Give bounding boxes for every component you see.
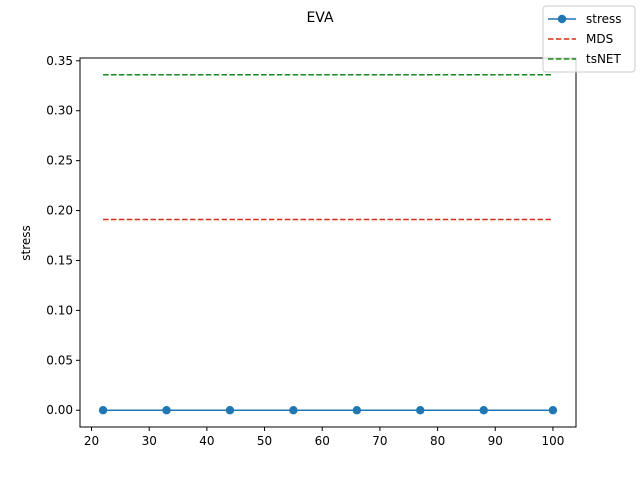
series-point-stress [162, 406, 171, 415]
series-point-stress [225, 406, 235, 415]
y-tick-label: 0.20 [46, 204, 73, 218]
y-tick-label: 0.05 [46, 353, 73, 367]
x-tick-label: 30 [142, 434, 157, 448]
x-tick-label: 80 [430, 434, 445, 448]
legend-label-tsNET: tsNET [586, 52, 622, 66]
legend-label-stress: stress [586, 12, 622, 26]
x-tick-label: 70 [372, 434, 387, 448]
y-tick-label: 0.25 [46, 154, 73, 168]
series-point-stress [289, 406, 298, 415]
series-point-stress [352, 406, 362, 415]
plot-area: 20 30 40 50 60 70 80 90 100 0.00 0.05 0.10 0.15 0.20 0… [46, 54, 577, 448]
series-point-stress [479, 406, 488, 415]
x-tick-label: 50 [257, 434, 272, 448]
series-point-stress [416, 406, 425, 415]
x-tick-label: 20 [84, 434, 99, 448]
chart-title: EVA [306, 10, 334, 26]
legend: stress MDS tsNET [542, 5, 636, 73]
x-tick-label: 40 [199, 434, 214, 448]
legend-marker-stress [557, 14, 567, 24]
y-tick-label: 0.35 [46, 54, 73, 68]
y-axis-label: stress [19, 225, 33, 261]
legend-box [542, 5, 636, 73]
x-tick-label: 60 [315, 434, 330, 448]
y-tick-label: 0.00 [46, 403, 73, 417]
series-point-stress [548, 406, 558, 415]
legend-label-MDS: MDS [586, 32, 613, 46]
y-tick-label: 0.30 [46, 104, 73, 118]
x-tick-label: 90 [488, 434, 503, 448]
axes-frame [79, 57, 577, 428]
y-tick-label: 0.10 [46, 303, 73, 317]
series-point-stress [98, 406, 108, 415]
x-tick-label: 100 [541, 434, 564, 448]
y-tick-label: 0.15 [46, 253, 73, 267]
